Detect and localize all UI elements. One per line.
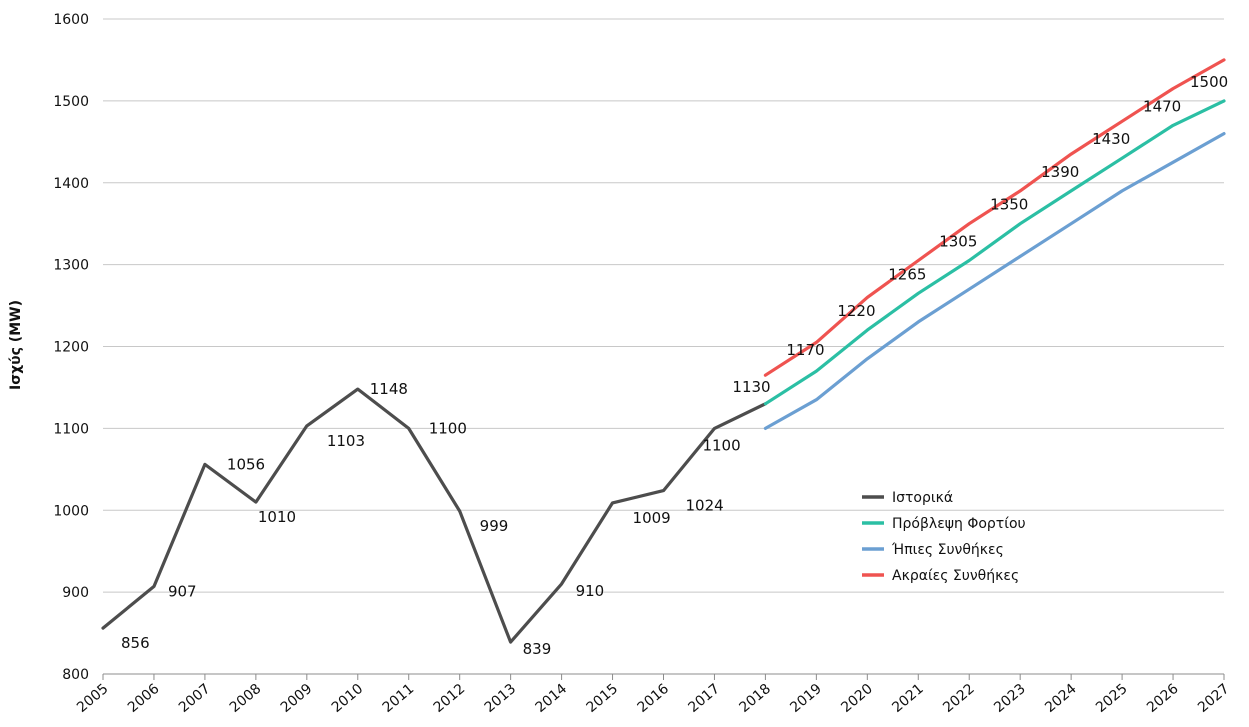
data-label: 1103 <box>327 432 365 450</box>
data-label: 856 <box>121 634 150 652</box>
data-label: 1009 <box>633 509 671 527</box>
y-tick-label: 1400 <box>53 176 89 192</box>
x-tick-label: 2016 <box>634 681 672 716</box>
series-line-ηπιες-συνθηκες <box>763 132 1226 430</box>
x-tick-label: 2012 <box>431 681 469 716</box>
y-tick-label: 1000 <box>53 503 89 519</box>
y-tick-label: 1100 <box>53 421 89 437</box>
data-label: 1220 <box>837 302 875 320</box>
y-tick-label: 1600 <box>53 12 89 28</box>
data-label: 1265 <box>888 265 926 283</box>
data-label: 1056 <box>227 455 265 473</box>
x-tick-label: 2005 <box>74 681 112 716</box>
series-line-ιστορικα <box>101 387 768 644</box>
data-label: 999 <box>480 517 509 535</box>
data-label: 1470 <box>1143 97 1181 115</box>
legend-label: Πρόβλεψη Φορτίου <box>892 516 1026 532</box>
data-label: 1024 <box>686 497 724 515</box>
data-label: 1100 <box>429 419 467 437</box>
series-lines <box>101 58 1226 644</box>
data-label: 1010 <box>258 508 296 526</box>
data-label: 1500 <box>1190 73 1228 91</box>
x-tick-label: 2014 <box>533 681 571 716</box>
y-tick-label: 1300 <box>53 258 89 274</box>
x-tick-label: 2011 <box>380 681 418 716</box>
x-tick-label: 2021 <box>889 681 927 716</box>
x-tick-label: 2013 <box>482 681 520 716</box>
legend-label: Ιστορικά <box>892 490 953 506</box>
x-tick-label: 2008 <box>227 681 265 716</box>
x-tick-label: 2015 <box>584 681 622 716</box>
x-tick-label: 2022 <box>940 681 978 716</box>
data-label: 1390 <box>1041 163 1079 181</box>
data-label: 1305 <box>939 233 977 251</box>
series-line-ακραιες-συνθηκες <box>763 58 1226 377</box>
x-tick-label: 2023 <box>991 681 1029 716</box>
x-tick-label: 2017 <box>685 681 723 716</box>
x-tick-label: 2010 <box>329 681 367 716</box>
x-tick-label: 2027 <box>1195 681 1233 716</box>
y-tick-label: 900 <box>62 585 89 601</box>
data-label: 1100 <box>702 436 740 454</box>
data-label: 1350 <box>990 196 1028 214</box>
x-tick-label: 2020 <box>838 681 876 716</box>
data-labels: 856 907 1056 1010 1103 1148 1100 999 839 910 1009 1… <box>121 73 1228 658</box>
axes: 800 900 1000 1100 1200 1300 1400 1500 1600 2005 20… <box>53 12 1232 716</box>
data-label: 1170 <box>786 341 824 359</box>
x-tick-label: 2019 <box>787 681 825 716</box>
y-tick-label: 1500 <box>53 94 89 110</box>
x-tick-label: 2018 <box>736 681 774 716</box>
x-tick-label: 2026 <box>1144 681 1182 716</box>
y-tick-label: 800 <box>62 667 89 683</box>
data-label: 1148 <box>370 380 408 398</box>
y-axis-title: Ισχύς (MW) <box>8 300 24 390</box>
series-line-προβλεψη-φορτιου <box>763 99 1226 406</box>
data-label: 907 <box>168 582 197 600</box>
legend-label: Ακραίες Συνθήκες <box>892 568 1019 584</box>
x-tick-label: 2007 <box>176 681 214 716</box>
legend-label: Ήπιες Συνθήκες <box>891 542 1004 558</box>
data-label: 1130 <box>732 378 770 396</box>
legend: Ιστορικά Πρόβλεψη Φορτίου Ήπιες Συνθήκες Ακ… <box>862 490 1026 584</box>
gridlines <box>103 18 1224 675</box>
x-tick-label: 2006 <box>125 681 163 716</box>
data-label: 839 <box>523 640 552 658</box>
x-tick-label: 2024 <box>1042 681 1080 716</box>
x-tick-label: 2025 <box>1093 681 1131 716</box>
data-label: 1430 <box>1092 130 1130 148</box>
data-label: 910 <box>576 582 605 600</box>
y-tick-label: 1200 <box>53 340 89 356</box>
x-tick-label: 2009 <box>278 681 316 716</box>
